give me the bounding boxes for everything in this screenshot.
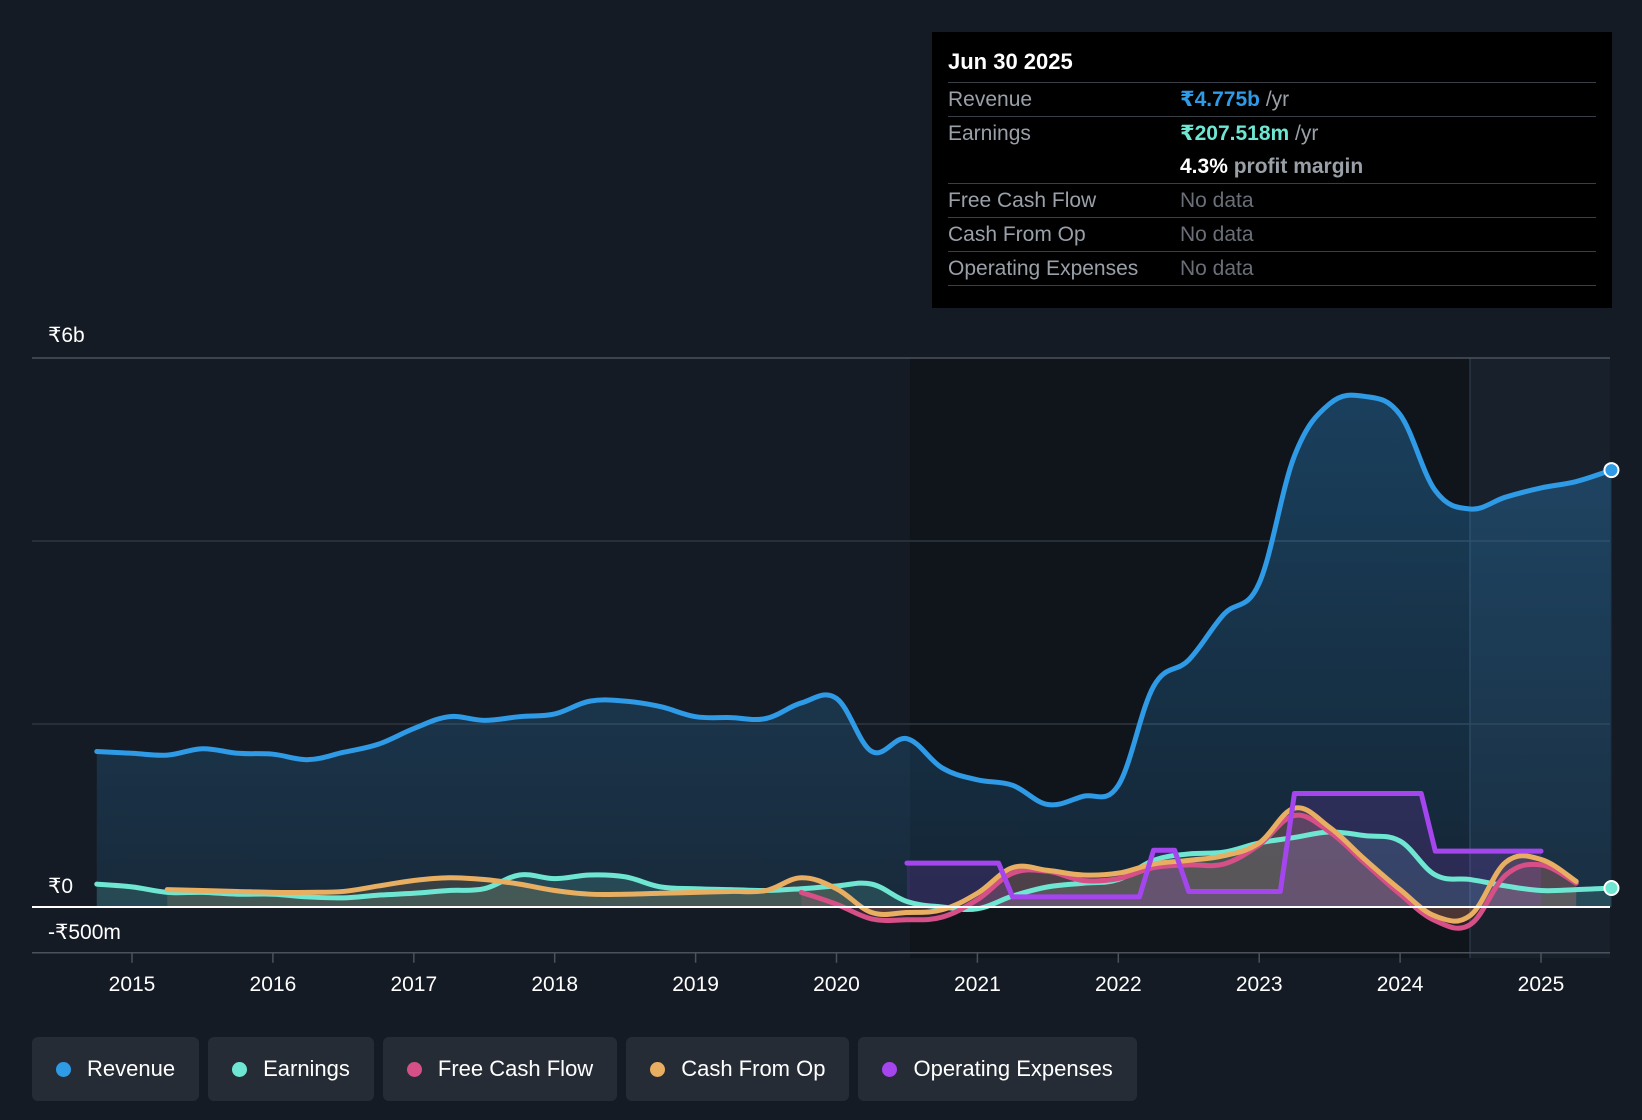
tooltip-row-profit-margin: 4.3% profit margin (948, 150, 1596, 184)
tooltip-value: ₹207.518m (1180, 122, 1290, 145)
series-line-revenue (94, 392, 1614, 808)
legend: Revenue Earnings Free Cash Flow Cash Fro… (32, 1037, 1137, 1101)
axes: ₹6b ₹0 -₹500m 2015 2016 2017 2018 2019 2020 2021 2… (32, 324, 1610, 996)
x-tick-label: 2018 (531, 973, 578, 996)
tooltip-value: No data (1180, 257, 1254, 280)
tooltip-value: No data (1180, 223, 1254, 246)
x-tick-label: 2022 (1095, 973, 1142, 996)
x-tick-label: 2025 (1518, 973, 1565, 996)
series-line-free-cash-flow (798, 812, 1579, 931)
tooltip-unit: /yr (1289, 122, 1319, 145)
legend-item-revenue[interactable]: Revenue (32, 1037, 200, 1101)
tooltip-date: Jun 30 2025 (948, 46, 1596, 83)
x-tick-label: 2023 (1236, 973, 1283, 996)
tooltip-row-revenue: Revenue ₹4.775b /yr (948, 83, 1596, 117)
x-tick-label: 2017 (390, 973, 437, 996)
legend-label: Earnings (263, 1056, 350, 1081)
series-line-earnings (94, 829, 1614, 913)
legend-dot-icon (882, 1061, 898, 1077)
tooltip-label: Earnings (948, 122, 1031, 145)
series-areas (96, 395, 1612, 929)
tooltip-panel: Jun 30 2025 Revenue ₹4.775b /yr Earnings… (932, 32, 1612, 308)
tooltip-label: Revenue (948, 88, 1033, 111)
series-line-cash-from-op (164, 805, 1579, 924)
tooltip-value: ₹4.775b (1180, 88, 1260, 111)
tooltip-label: Operating Expenses (948, 257, 1139, 280)
legend-dot-icon (406, 1061, 422, 1077)
tooltip-row-cash-from-op: Cash From Op No data (948, 218, 1596, 252)
x-tick-label: 2020 (813, 973, 860, 996)
series-area-revenue (96, 395, 1612, 907)
end-marker-earnings (1603, 880, 1620, 897)
x-tick-label: 2021 (954, 973, 1001, 996)
series-line-operating-expenses (904, 791, 1544, 900)
legend-label: Cash From Op (681, 1056, 826, 1081)
series-lines (94, 392, 1620, 931)
x-tick-label: 2024 (1377, 973, 1424, 996)
tooltip-unit: /yr (1260, 88, 1290, 111)
tooltip-value: No data (1180, 189, 1254, 212)
legend-label: Operating Expenses (913, 1056, 1113, 1081)
y-tick-label: ₹0 (48, 875, 73, 898)
legend-dot-icon (650, 1061, 666, 1077)
legend-item-operating-expenses[interactable]: Operating Expenses (858, 1037, 1137, 1101)
tooltip-row-free-cash-flow: Free Cash Flow No data (948, 184, 1596, 218)
y-tick-label: -₹500m (48, 921, 121, 944)
legend-label: Revenue (87, 1056, 176, 1081)
legend-dot-icon (56, 1061, 71, 1077)
x-tick-label: 2019 (672, 973, 719, 996)
legend-label: Free Cash Flow (437, 1056, 594, 1081)
y-tick-label: ₹6b (48, 324, 85, 347)
x-tick-label: 2016 (250, 973, 297, 996)
x-tick-label: 2015 (109, 973, 156, 996)
series-area-free-cash-flow (801, 815, 1577, 929)
tooltip-label: Cash From Op (948, 223, 1086, 246)
legend-dot-icon (232, 1061, 248, 1077)
legend-item-free-cash-flow[interactable]: Free Cash Flow (382, 1037, 618, 1101)
legend-item-earnings[interactable]: Earnings (208, 1037, 374, 1101)
profit-margin-text: profit margin (1227, 155, 1364, 178)
tooltip-label: Free Cash Flow (948, 189, 1097, 212)
profit-margin-value: 4.3% (1180, 155, 1228, 178)
tooltip-row-operating-expenses: Operating Expenses No data (948, 252, 1596, 286)
end-marker-revenue (1603, 462, 1620, 479)
tooltip-row-earnings: Earnings ₹207.518m /yr (948, 117, 1596, 150)
legend-item-cash-from-op[interactable]: Cash From Op (626, 1037, 850, 1101)
